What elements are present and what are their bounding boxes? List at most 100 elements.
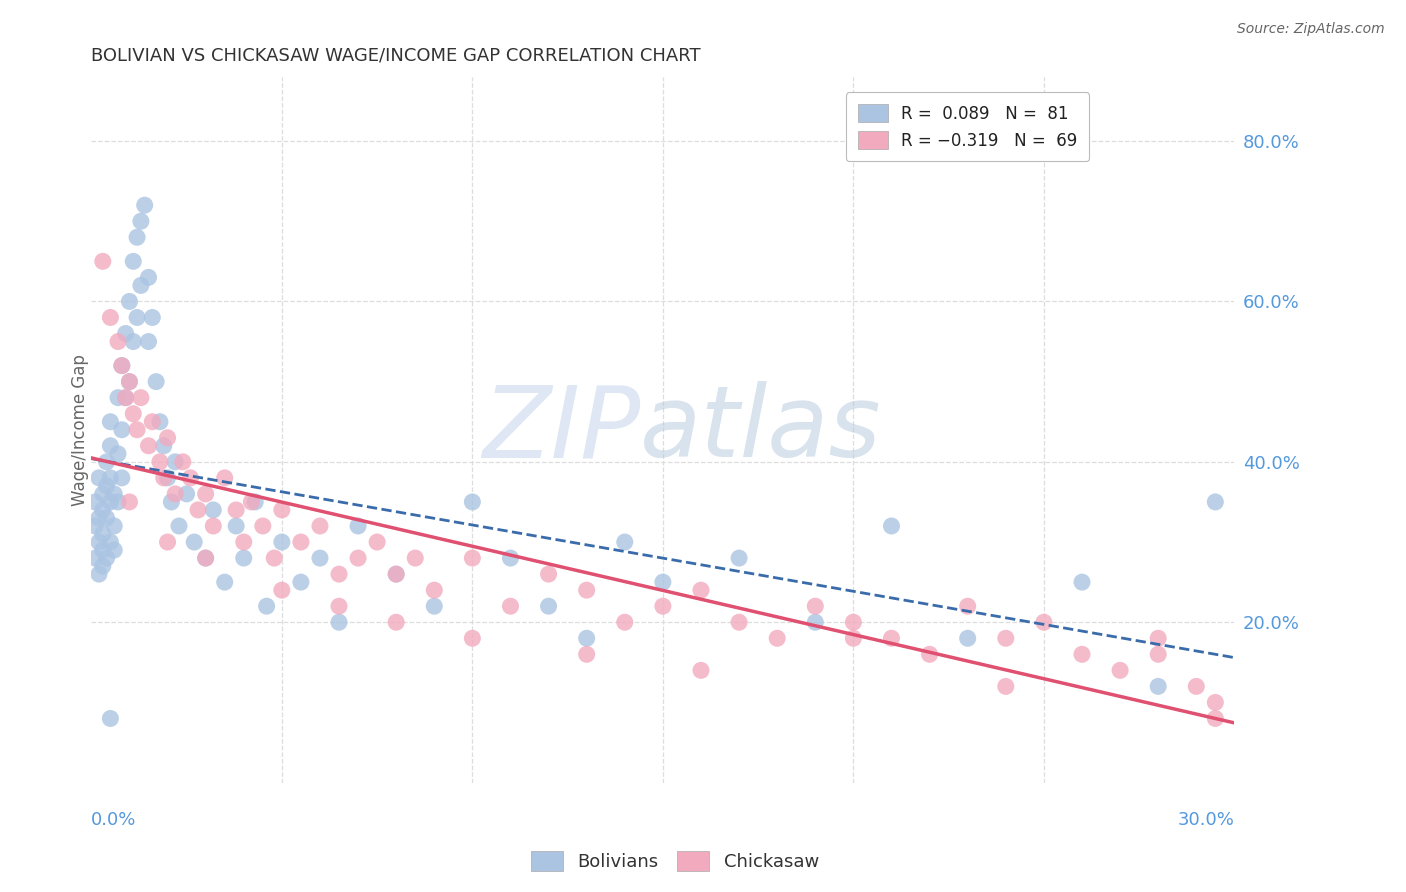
Point: [1147, 648, 1170, 662]
Point: [728, 615, 751, 630]
Point: [804, 615, 827, 630]
Point: [138, 334, 160, 349]
Point: [804, 599, 827, 614]
Text: Source: ZipAtlas.com: Source: ZipAtlas.com: [1237, 22, 1385, 37]
Text: BOLIVIAN VS CHICKASAW WAGE/INCOME GAP CORRELATION CHART: BOLIVIAN VS CHICKASAW WAGE/INCOME GAP CO…: [91, 46, 702, 64]
Point: [111, 359, 134, 373]
Point: [575, 583, 598, 598]
Point: [91, 487, 114, 501]
Point: [225, 503, 247, 517]
Point: [613, 535, 636, 549]
Point: [994, 679, 1017, 693]
Point: [1204, 495, 1226, 509]
Point: [118, 495, 141, 509]
Point: [385, 615, 408, 630]
Point: [91, 254, 114, 268]
Point: [328, 567, 350, 582]
Point: [240, 495, 263, 509]
Point: [537, 567, 560, 582]
Point: [461, 632, 484, 646]
Point: [138, 270, 160, 285]
Point: [91, 543, 114, 558]
Point: [141, 415, 163, 429]
Point: [575, 632, 598, 646]
Point: [575, 648, 598, 662]
Point: [1204, 711, 1226, 725]
Point: [728, 551, 751, 566]
Point: [651, 575, 673, 590]
Point: [880, 632, 903, 646]
Point: [1185, 679, 1208, 693]
Point: [243, 495, 266, 509]
Point: [125, 423, 148, 437]
Point: [118, 375, 141, 389]
Point: [1071, 575, 1094, 590]
Point: [91, 503, 114, 517]
Point: [100, 310, 122, 325]
Point: [84, 551, 107, 566]
Point: [100, 471, 122, 485]
Point: [103, 519, 125, 533]
Point: [690, 664, 713, 678]
Point: [270, 535, 292, 549]
Point: [766, 632, 789, 646]
Point: [103, 543, 125, 558]
Point: [111, 359, 134, 373]
Point: [96, 551, 118, 566]
Legend: Bolivians, Chickasaw: Bolivians, Chickasaw: [523, 844, 827, 879]
Point: [187, 503, 209, 517]
Point: [100, 415, 122, 429]
Point: [270, 503, 292, 517]
Point: [107, 495, 129, 509]
Point: [461, 551, 484, 566]
Point: [256, 599, 278, 614]
Point: [202, 519, 225, 533]
Point: [114, 326, 136, 341]
Point: [651, 599, 673, 614]
Point: [111, 471, 134, 485]
Point: [107, 391, 129, 405]
Point: [328, 599, 350, 614]
Point: [122, 334, 145, 349]
Point: [100, 535, 122, 549]
Point: [1147, 632, 1170, 646]
Point: [537, 599, 560, 614]
Point: [994, 632, 1017, 646]
Point: [87, 471, 110, 485]
Point: [499, 551, 522, 566]
Point: [129, 214, 152, 228]
Point: [404, 551, 426, 566]
Text: 30.0%: 30.0%: [1178, 811, 1234, 829]
Point: [118, 294, 141, 309]
Y-axis label: Wage/Income Gap: Wage/Income Gap: [72, 354, 89, 506]
Point: [347, 551, 370, 566]
Point: [880, 519, 903, 533]
Point: [214, 575, 236, 590]
Point: [309, 551, 332, 566]
Point: [499, 599, 522, 614]
Point: [214, 471, 236, 485]
Point: [107, 334, 129, 349]
Point: [842, 615, 865, 630]
Point: [290, 575, 312, 590]
Point: [100, 439, 122, 453]
Point: [176, 487, 198, 501]
Point: [183, 535, 205, 549]
Point: [100, 711, 122, 725]
Text: 0.0%: 0.0%: [91, 811, 136, 829]
Point: [141, 310, 163, 325]
Point: [103, 487, 125, 501]
Text: atlas: atlas: [640, 381, 882, 478]
Point: [842, 632, 865, 646]
Point: [167, 519, 190, 533]
Point: [156, 431, 179, 445]
Point: [87, 535, 110, 549]
Point: [918, 648, 941, 662]
Point: [1147, 679, 1170, 693]
Point: [87, 511, 110, 525]
Point: [114, 391, 136, 405]
Point: [956, 632, 979, 646]
Point: [1032, 615, 1054, 630]
Text: ZIP: ZIP: [482, 381, 640, 478]
Point: [100, 495, 122, 509]
